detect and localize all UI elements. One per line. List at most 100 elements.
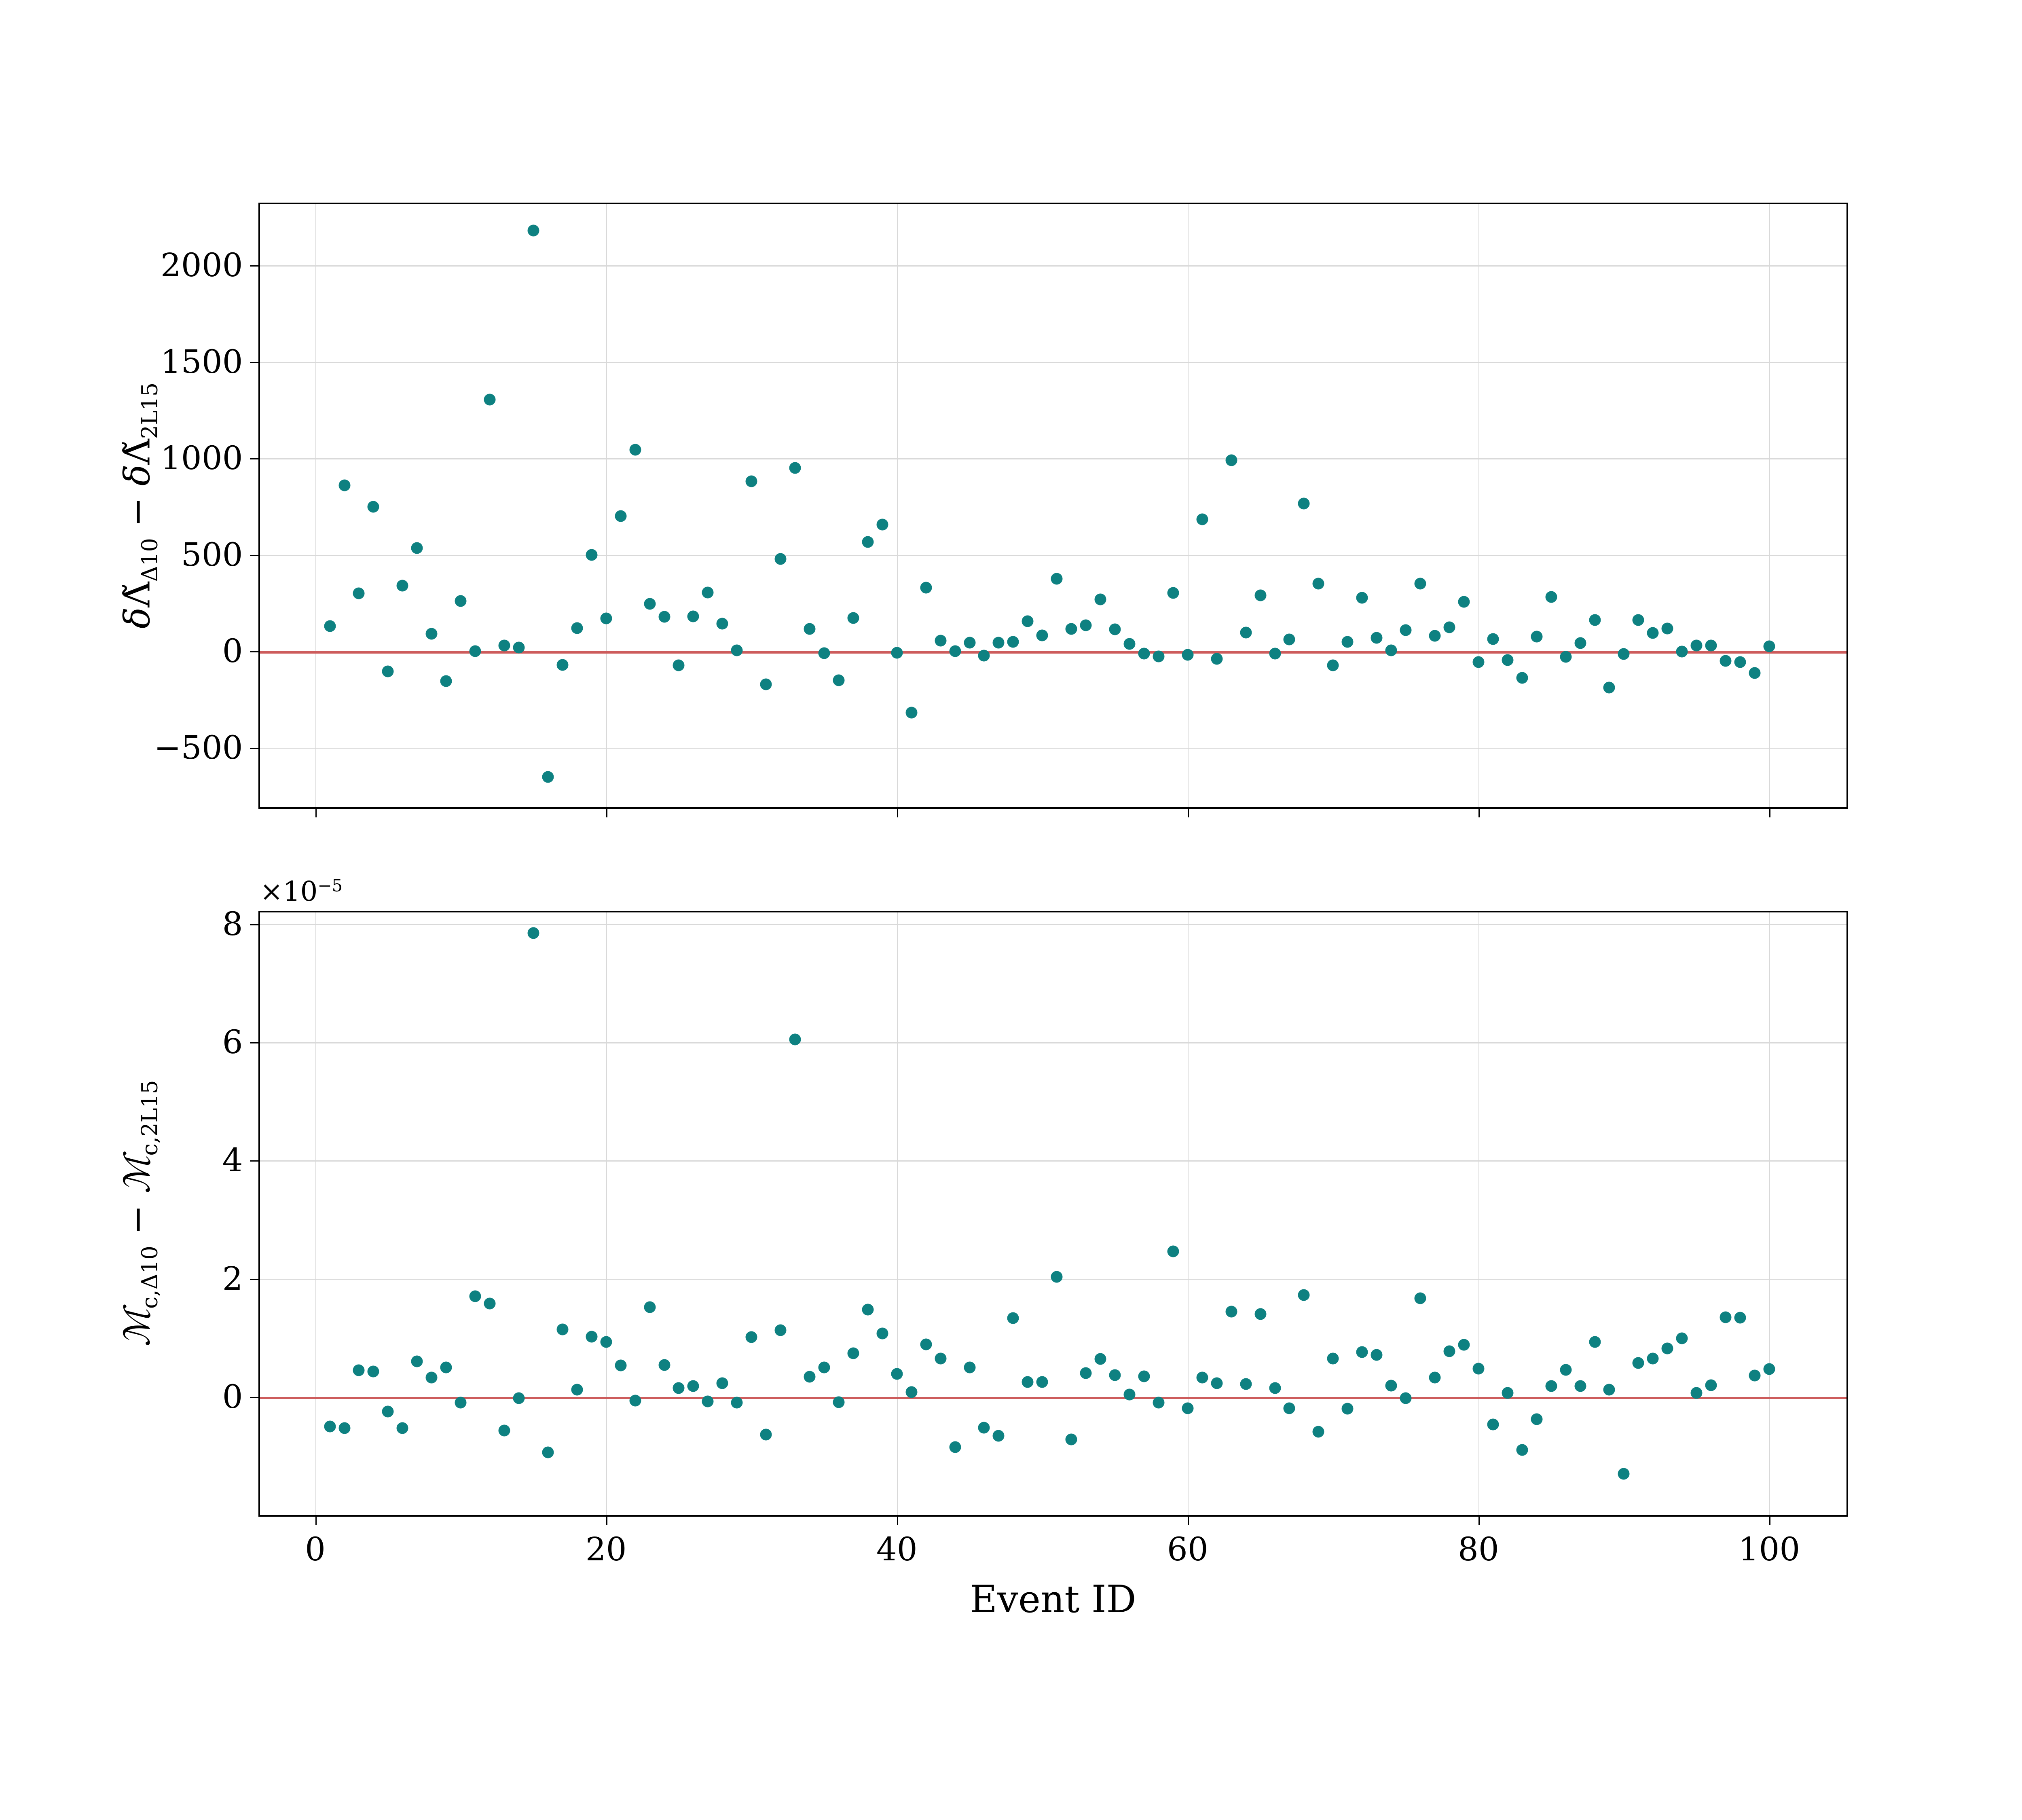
gridline bbox=[260, 554, 1846, 556]
data-point bbox=[425, 1371, 438, 1384]
data-point bbox=[615, 1359, 627, 1371]
x-tick-mark bbox=[897, 1515, 898, 1525]
data-point bbox=[1167, 1245, 1179, 1257]
data-point bbox=[484, 394, 496, 406]
data-point bbox=[1705, 1379, 1717, 1391]
data-point bbox=[1007, 636, 1019, 648]
data-point bbox=[1749, 1369, 1761, 1382]
data-point bbox=[1472, 1363, 1485, 1375]
data-point bbox=[527, 927, 539, 939]
y-axis-label-segment: Λ̃ bbox=[116, 439, 158, 465]
data-point bbox=[1661, 622, 1673, 635]
data-point bbox=[1720, 1311, 1732, 1323]
data-point bbox=[1734, 1312, 1746, 1324]
x-tick-mark bbox=[1187, 807, 1189, 818]
data-point bbox=[1109, 623, 1121, 635]
y-tick-mark bbox=[250, 924, 260, 925]
y-tick-label: 0 bbox=[222, 632, 243, 670]
data-point bbox=[396, 1422, 408, 1434]
figure: −500 0 500 1000 1500 2000 0 20 40 60 80 100 0 2 4 6 8 ×1… bbox=[116, 202, 1848, 1621]
data-point bbox=[425, 628, 438, 640]
data-point bbox=[847, 612, 859, 624]
y-tick-label: 2 bbox=[222, 1259, 243, 1297]
data-point bbox=[382, 1405, 394, 1418]
data-point bbox=[731, 644, 743, 656]
data-point bbox=[1051, 573, 1063, 585]
data-point bbox=[1414, 1292, 1426, 1304]
data-point bbox=[1502, 1387, 1514, 1399]
data-point bbox=[1138, 1370, 1150, 1382]
data-point bbox=[1123, 1388, 1136, 1401]
data-point bbox=[862, 1304, 874, 1316]
x-tick-mark bbox=[315, 807, 317, 818]
data-point bbox=[774, 1324, 787, 1336]
data-point bbox=[1283, 1402, 1295, 1414]
gridline bbox=[1769, 912, 1770, 1515]
gridline bbox=[1187, 204, 1189, 808]
data-point bbox=[1545, 1380, 1557, 1392]
data-point bbox=[905, 1386, 918, 1398]
gridline bbox=[315, 204, 317, 808]
y-axis-label-segment: ℳ bbox=[116, 1155, 158, 1194]
data-point bbox=[1312, 578, 1324, 590]
zero-reference-line bbox=[260, 651, 1846, 654]
data-point bbox=[440, 675, 452, 687]
data-point bbox=[1080, 619, 1092, 631]
gridline bbox=[315, 912, 317, 1515]
data-point bbox=[469, 1290, 481, 1302]
data-point bbox=[1647, 627, 1659, 639]
data-point bbox=[556, 1323, 569, 1335]
data-point bbox=[1618, 648, 1630, 660]
data-point bbox=[1298, 1289, 1310, 1301]
gridline bbox=[1478, 204, 1480, 808]
x-tick-label: 100 bbox=[1738, 1530, 1800, 1568]
data-point bbox=[731, 1397, 743, 1409]
gridline bbox=[260, 458, 1846, 459]
data-point bbox=[687, 610, 699, 622]
data-point bbox=[833, 1396, 845, 1408]
data-point bbox=[498, 639, 510, 652]
data-point bbox=[1661, 1342, 1673, 1354]
y-axis-label-segment: Λ̃ bbox=[116, 582, 158, 607]
data-point bbox=[338, 479, 351, 491]
data-point bbox=[1603, 1384, 1615, 1396]
data-point bbox=[1603, 681, 1615, 694]
data-point bbox=[411, 1355, 423, 1367]
data-point bbox=[1269, 1382, 1281, 1394]
data-point bbox=[978, 1422, 990, 1434]
data-point bbox=[1589, 614, 1601, 626]
data-point bbox=[1182, 1402, 1194, 1414]
x-tick-label: 20 bbox=[585, 1530, 627, 1568]
data-point bbox=[1487, 1418, 1499, 1431]
data-point bbox=[542, 771, 554, 783]
data-point bbox=[964, 1361, 976, 1373]
data-point bbox=[1516, 672, 1528, 684]
data-point bbox=[1400, 1392, 1412, 1404]
data-point bbox=[760, 1428, 772, 1441]
data-point bbox=[1211, 653, 1223, 665]
data-point bbox=[1080, 1367, 1092, 1379]
y-tick-label: 6 bbox=[222, 1023, 243, 1061]
data-point bbox=[1341, 636, 1354, 648]
y-axis-label-segment: ℳ bbox=[116, 1308, 158, 1347]
x-tick-mark bbox=[1478, 807, 1480, 818]
data-point bbox=[716, 1377, 728, 1389]
x-tick-label: 0 bbox=[305, 1530, 326, 1568]
top-y-axis-label: δΛ̃Δ10 − δΛ̃2L15 bbox=[117, 383, 163, 629]
data-point bbox=[992, 1430, 1005, 1442]
data-point bbox=[1574, 637, 1586, 649]
y-tick-label: 1500 bbox=[160, 343, 243, 381]
data-point bbox=[804, 623, 816, 635]
data-point bbox=[1545, 591, 1557, 603]
y-tick-mark bbox=[250, 1397, 260, 1398]
y-tick-label: 1000 bbox=[160, 439, 243, 477]
data-point bbox=[1400, 624, 1412, 636]
data-point bbox=[513, 641, 525, 654]
y-tick-label: 500 bbox=[181, 535, 243, 574]
data-point bbox=[978, 650, 990, 662]
data-point bbox=[1225, 454, 1237, 466]
gridline bbox=[260, 747, 1846, 749]
data-point bbox=[1443, 1345, 1455, 1357]
data-point bbox=[542, 1446, 554, 1458]
data-point bbox=[1414, 578, 1426, 590]
